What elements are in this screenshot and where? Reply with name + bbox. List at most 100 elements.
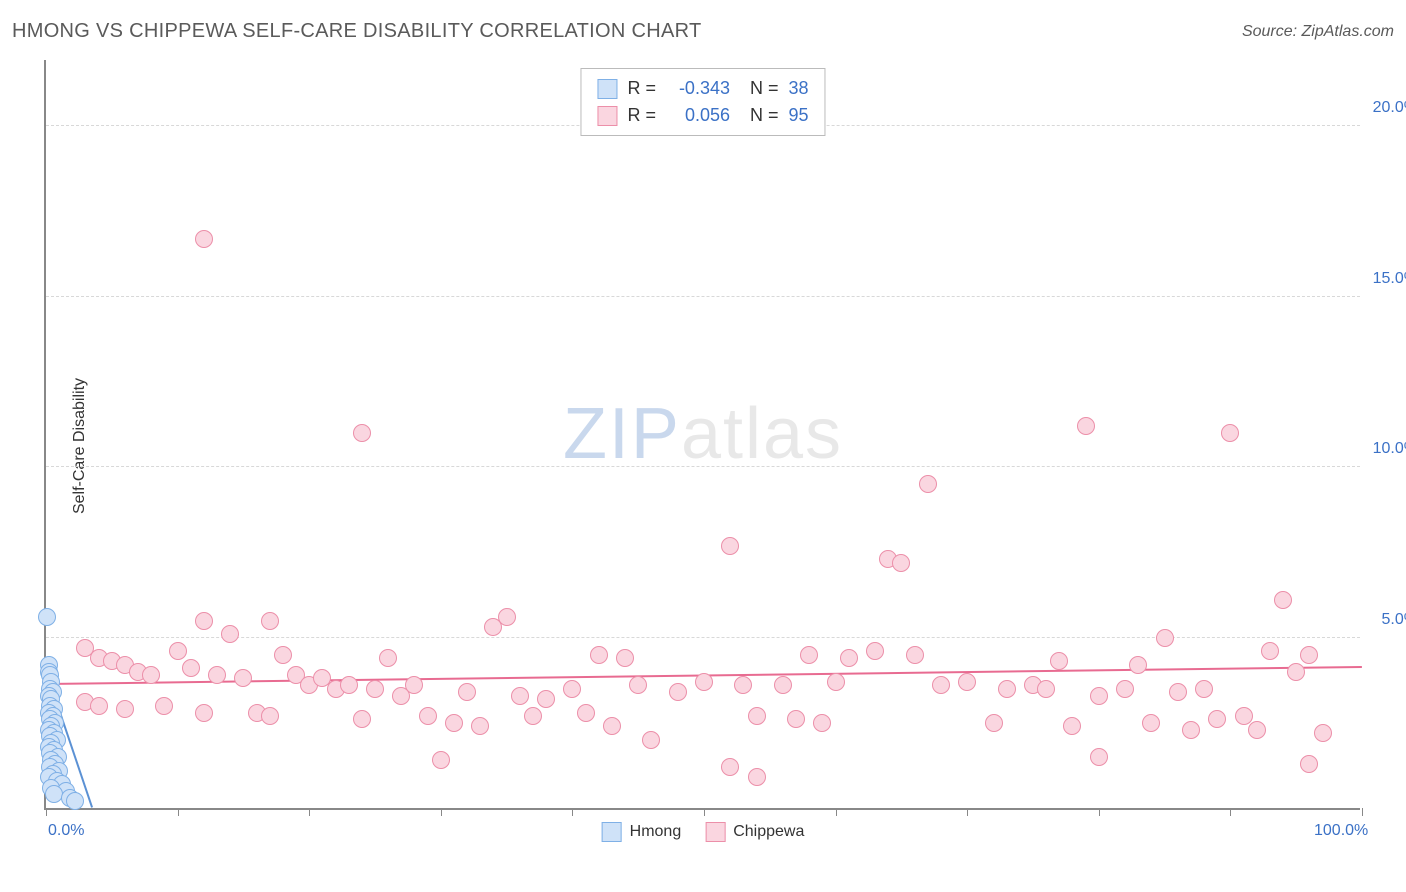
watermark-strong: ZIP [563,394,681,474]
data-point [419,707,437,725]
y-tick-label: 5.0% [1382,611,1406,629]
legend-item: Chippewa [705,822,804,842]
data-point [800,646,818,664]
data-point [405,676,423,694]
data-point [195,704,213,722]
data-point [748,707,766,725]
data-point [721,758,739,776]
data-point [629,676,647,694]
data-point [458,683,476,701]
legend-label: Hmong [630,823,682,841]
y-tick-label: 15.0% [1373,270,1406,288]
data-point [1169,683,1187,701]
x-tick [1230,808,1231,816]
x-tick [967,808,968,816]
data-point [616,649,634,667]
series-legend: Hmong Chippewa [602,822,805,842]
x-tick-label: 100.0% [1314,822,1368,840]
legend-r-label: R = [627,102,656,129]
data-point [577,704,595,722]
legend-n-label: N = [740,75,779,102]
data-point [524,707,542,725]
data-point [787,710,805,728]
data-point [1116,680,1134,698]
data-point [208,666,226,684]
data-point [471,717,489,735]
x-tick [704,808,705,816]
data-point [958,673,976,691]
data-point [1182,721,1200,739]
data-point [182,659,200,677]
data-point [66,792,84,810]
data-point [734,676,752,694]
data-point [721,537,739,555]
legend-r-value: -0.343 [666,75,730,102]
data-point [827,673,845,691]
data-point [1287,663,1305,681]
correlation-legend: R = -0.343 N = 38R = 0.056 N = 95 [580,68,825,136]
data-point [484,618,502,636]
data-point [1063,717,1081,735]
data-point [563,680,581,698]
data-point [669,683,687,701]
y-tick-label: 10.0% [1373,440,1406,458]
legend-swatch [597,106,617,126]
data-point [1142,714,1160,732]
data-point [1090,748,1108,766]
x-tick [46,808,47,816]
data-point [642,731,660,749]
data-point [1248,721,1266,739]
legend-n-value: 95 [789,102,809,129]
legend-r-label: R = [627,75,656,102]
data-point [1300,646,1318,664]
data-point [892,554,910,572]
data-point [1077,417,1095,435]
x-tick [441,808,442,816]
data-point [142,666,160,684]
data-point [1300,755,1318,773]
scatter-plot: ZIPatlas 5.0%10.0%15.0%20.0%0.0%100.0%R … [44,60,1360,810]
data-point [353,710,371,728]
data-point [261,707,279,725]
data-point [1037,680,1055,698]
chart-header: HMONG VS CHIPPEWA SELF-CARE DISABILITY C… [12,20,1394,43]
watermark-light: atlas [681,394,843,474]
data-point [261,612,279,630]
data-point [195,612,213,630]
data-point [603,717,621,735]
data-point [379,649,397,667]
data-point [906,646,924,664]
chart-source: Source: ZipAtlas.com [1242,23,1394,41]
legend-item: Hmong [602,822,682,842]
data-point [366,680,384,698]
data-point [774,676,792,694]
legend-swatch [602,822,622,842]
x-tick [178,808,179,816]
data-point [748,768,766,786]
gridline [46,466,1360,467]
data-point [155,697,173,715]
data-point [1261,642,1279,660]
data-point [537,690,555,708]
data-point [353,424,371,442]
x-tick [309,808,310,816]
data-point [1274,591,1292,609]
data-point [590,646,608,664]
x-tick [1099,808,1100,816]
x-tick [572,808,573,816]
legend-label: Chippewa [733,823,804,841]
data-point [432,751,450,769]
data-point [116,700,134,718]
data-point [1090,687,1108,705]
data-point [998,680,1016,698]
gridline [46,296,1360,297]
x-tick [836,808,837,816]
legend-n-label: N = [740,102,779,129]
data-point [919,475,937,493]
data-point [1314,724,1332,742]
y-tick-label: 20.0% [1373,99,1406,117]
legend-swatch [705,822,725,842]
legend-row: R = 0.056 N = 95 [597,102,808,129]
legend-row: R = -0.343 N = 38 [597,75,808,102]
data-point [90,697,108,715]
